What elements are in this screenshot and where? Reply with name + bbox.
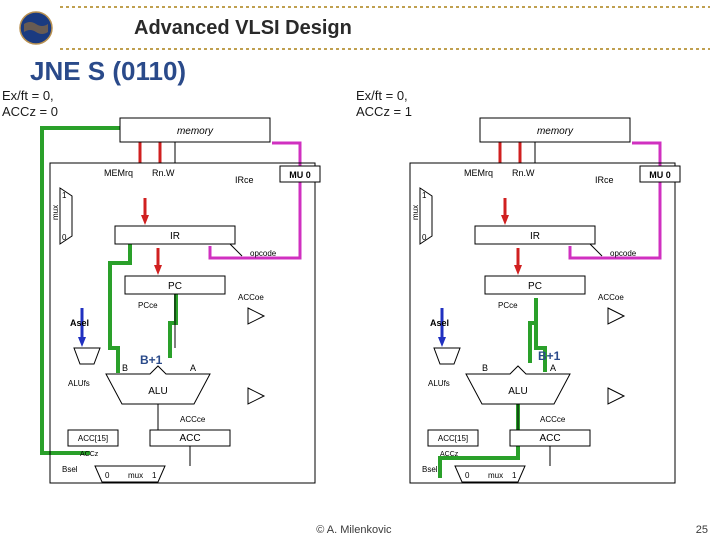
svg-text:ACCce: ACCce	[540, 415, 566, 424]
banner-line-top	[60, 6, 710, 8]
svg-text:Bsel: Bsel	[422, 465, 438, 474]
svg-text:ALU: ALU	[508, 386, 527, 397]
svg-text:PC: PC	[168, 281, 182, 292]
diagram-right: memory MU 0 MEMrq Rn.W IRce 1 0 mux IR o…	[370, 108, 710, 498]
svg-text:ACC: ACC	[179, 433, 200, 444]
footer-pagenum: 25	[696, 524, 708, 536]
title-banner: Advanced VLSI Design	[0, 8, 720, 48]
svg-text:Bsel: Bsel	[62, 465, 78, 474]
svg-text:Rn.W: Rn.W	[152, 168, 175, 178]
svg-text:ACC: ACC	[539, 433, 560, 444]
svg-text:ALUfs: ALUfs	[428, 379, 450, 388]
svg-text:IR: IR	[530, 231, 540, 242]
svg-text:0: 0	[465, 471, 470, 480]
svg-text:IRce: IRce	[235, 175, 254, 185]
svg-text:B: B	[482, 363, 488, 373]
svg-text:Rn.W: Rn.W	[512, 168, 535, 178]
main-title: Advanced VLSI Design	[134, 17, 352, 40]
svg-text:0: 0	[62, 233, 67, 242]
svg-text:mux: mux	[488, 471, 503, 480]
svg-text:MU 0: MU 0	[649, 170, 671, 180]
svg-text:MU 0: MU 0	[289, 170, 311, 180]
svg-text:ACCz: ACCz	[440, 451, 459, 458]
svg-text:memory: memory	[177, 126, 214, 137]
svg-text:B+1: B+1	[140, 353, 163, 367]
footer: © A. Milenkovic 25	[0, 524, 720, 536]
svg-text:MEMrq: MEMrq	[464, 168, 493, 178]
svg-text:PCce: PCce	[498, 301, 518, 310]
footer-author: © A. Milenkovic	[316, 524, 391, 536]
svg-text:A: A	[550, 363, 556, 373]
svg-text:0: 0	[422, 233, 427, 242]
svg-text:A: A	[190, 363, 196, 373]
svg-text:mux: mux	[128, 471, 143, 480]
diagram-left: memory MU 0 MEMrq Rn.W IRce 1 0 mux IR o…	[10, 108, 350, 498]
svg-text:opcode: opcode	[250, 249, 277, 258]
svg-text:ACCz: ACCz	[80, 451, 99, 458]
svg-text:IR: IR	[170, 231, 180, 242]
svg-text:IRce: IRce	[595, 175, 614, 185]
svg-text:ACC[15]: ACC[15]	[78, 434, 108, 443]
svg-text:ALU: ALU	[148, 386, 167, 397]
cond-left-line1: Ex/ft = 0,	[2, 88, 58, 104]
cond-right-line1: Ex/ft = 0,	[356, 88, 412, 104]
svg-text:0: 0	[105, 471, 110, 480]
svg-text:1: 1	[62, 191, 67, 200]
slide-title: JNE S (0110)	[30, 56, 186, 87]
svg-text:ALUfs: ALUfs	[68, 379, 90, 388]
svg-text:1: 1	[422, 191, 427, 200]
svg-text:ACCce: ACCce	[180, 415, 206, 424]
svg-text:ACCoe: ACCoe	[598, 293, 624, 302]
svg-text:mux: mux	[411, 205, 420, 220]
svg-text:Asel: Asel	[70, 318, 89, 328]
svg-text:Asel: Asel	[430, 318, 449, 328]
svg-text:1: 1	[512, 471, 517, 480]
svg-text:B+1: B+1	[538, 349, 561, 363]
svg-text:B: B	[122, 363, 128, 373]
svg-text:PC: PC	[528, 281, 542, 292]
svg-text:memory: memory	[537, 126, 574, 137]
svg-text:1: 1	[152, 471, 157, 480]
svg-text:opcode: opcode	[610, 249, 637, 258]
svg-text:MEMrq: MEMrq	[104, 168, 133, 178]
banner-line-bottom	[60, 48, 710, 50]
svg-text:ACCoe: ACCoe	[238, 293, 264, 302]
globe-icon	[18, 10, 54, 46]
svg-text:mux: mux	[51, 205, 60, 220]
svg-text:ACC[15]: ACC[15]	[438, 434, 468, 443]
svg-text:PCce: PCce	[138, 301, 158, 310]
